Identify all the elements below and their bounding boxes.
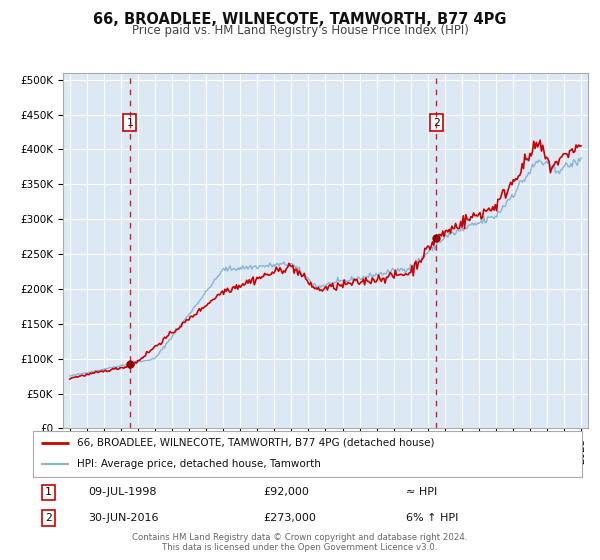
Text: Price paid vs. HM Land Registry's House Price Index (HPI): Price paid vs. HM Land Registry's House … [131, 24, 469, 37]
Text: ≈ HPI: ≈ HPI [406, 487, 437, 497]
Text: HPI: Average price, detached house, Tamworth: HPI: Average price, detached house, Tamw… [77, 459, 321, 469]
Text: 1: 1 [45, 487, 52, 497]
Text: 66, BROADLEE, WILNECOTE, TAMWORTH, B77 4PG (detached house): 66, BROADLEE, WILNECOTE, TAMWORTH, B77 4… [77, 438, 434, 447]
Text: Contains HM Land Registry data © Crown copyright and database right 2024.: Contains HM Land Registry data © Crown c… [132, 533, 468, 542]
Text: 30-JUN-2016: 30-JUN-2016 [88, 513, 158, 523]
Text: 6% ↑ HPI: 6% ↑ HPI [406, 513, 458, 523]
FancyBboxPatch shape [33, 431, 582, 477]
Text: 2: 2 [45, 513, 52, 523]
Text: 09-JUL-1998: 09-JUL-1998 [88, 487, 157, 497]
Text: 2: 2 [433, 118, 440, 128]
Text: £92,000: £92,000 [263, 487, 310, 497]
Text: £273,000: £273,000 [263, 513, 316, 523]
Text: 1: 1 [127, 118, 133, 128]
Text: This data is licensed under the Open Government Licence v3.0.: This data is licensed under the Open Gov… [163, 543, 437, 552]
Text: 66, BROADLEE, WILNECOTE, TAMWORTH, B77 4PG: 66, BROADLEE, WILNECOTE, TAMWORTH, B77 4… [93, 12, 507, 27]
